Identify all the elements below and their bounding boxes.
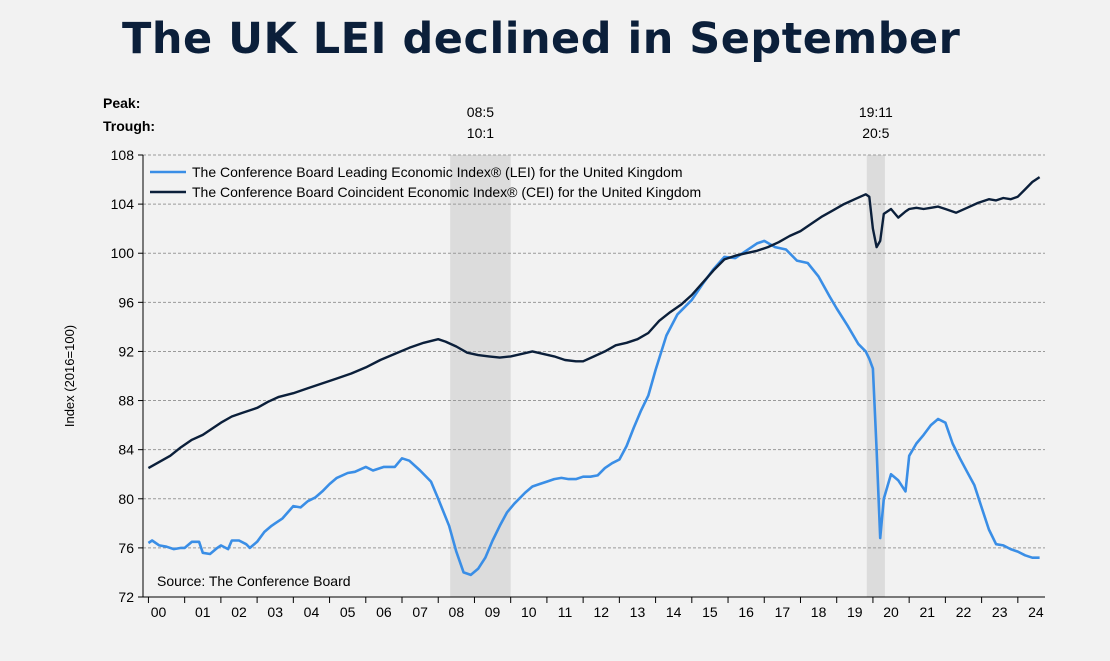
y-axis-label: Index (2016=100) bbox=[62, 325, 77, 427]
source-note: Source: The Conference Board bbox=[157, 573, 351, 589]
x-tick-label: 18 bbox=[811, 604, 827, 620]
y-tick-label: 80 bbox=[118, 491, 134, 507]
x-tick-label: 13 bbox=[630, 604, 646, 620]
y-tick-label: 72 bbox=[118, 589, 134, 605]
x-tick-label: 10 bbox=[521, 604, 537, 620]
x-tick-label: 24 bbox=[1028, 604, 1044, 620]
x-tick-label: 17 bbox=[775, 604, 791, 620]
y-tick-label: 88 bbox=[118, 393, 134, 409]
x-tick-label: 22 bbox=[956, 604, 972, 620]
x-tick-label: 19 bbox=[847, 604, 863, 620]
x-tick-label: 16 bbox=[738, 604, 754, 620]
y-tick-label: 76 bbox=[118, 540, 134, 556]
recession-trough-date: 10:1 bbox=[467, 125, 494, 141]
page-title: The UK LEI declined in September bbox=[122, 14, 961, 64]
legend-label: The Conference Board Coincident Economic… bbox=[192, 184, 701, 200]
recession-peak-date: 08:5 bbox=[467, 104, 494, 120]
y-tick-label: 108 bbox=[111, 147, 135, 163]
x-tick-label: 14 bbox=[666, 604, 682, 620]
y-tick-label: 92 bbox=[118, 343, 134, 359]
axes: 72 76 80 84 88 92 96 100 104 108 00 01 02 03 04 05 06 07 0… bbox=[111, 147, 1045, 620]
cei-line bbox=[147, 176, 1041, 470]
lei-line bbox=[147, 239, 1040, 577]
recession-trough-date: 20:5 bbox=[862, 125, 889, 141]
x-tick-label: 08 bbox=[449, 604, 465, 620]
x-tick-label: 06 bbox=[376, 604, 392, 620]
x-tick-label: 09 bbox=[485, 604, 501, 620]
y-tick-label: 96 bbox=[118, 294, 134, 310]
x-tick-label: 23 bbox=[992, 604, 1008, 620]
x-tick-label: 07 bbox=[412, 604, 428, 620]
y-tick-label: 104 bbox=[111, 196, 135, 212]
x-tick-label: 20 bbox=[883, 604, 899, 620]
x-tick-label: 02 bbox=[231, 604, 247, 620]
peak-label: Peak: bbox=[103, 95, 140, 111]
x-tick-label: 05 bbox=[340, 604, 356, 620]
x-tick-label: 21 bbox=[919, 604, 935, 620]
x-tick-label: 15 bbox=[702, 604, 718, 620]
gridlines bbox=[143, 154, 1045, 549]
series-lines bbox=[147, 176, 1041, 577]
recession-labels: 08:5 10:1 19:11 20:5 bbox=[467, 104, 893, 141]
x-tick-label: 00 bbox=[151, 604, 167, 620]
recession-band bbox=[866, 155, 885, 597]
x-tick-label: 01 bbox=[195, 604, 211, 620]
x-tick-label: 11 bbox=[558, 604, 573, 620]
x-tick-label: 04 bbox=[304, 604, 320, 620]
legend-label: The Conference Board Leading Economic In… bbox=[192, 164, 682, 180]
y-tick-label: 100 bbox=[111, 245, 135, 261]
y-tick-label: 84 bbox=[118, 442, 134, 458]
trough-label: Trough: bbox=[103, 118, 155, 134]
recession-band bbox=[450, 155, 511, 597]
legend: The Conference Board Leading Economic In… bbox=[150, 164, 701, 200]
recession-peak-date: 19:11 bbox=[859, 104, 893, 120]
x-tick-label: 03 bbox=[267, 604, 283, 620]
recession-bands bbox=[450, 155, 885, 597]
x-tick-label: 12 bbox=[593, 604, 609, 620]
